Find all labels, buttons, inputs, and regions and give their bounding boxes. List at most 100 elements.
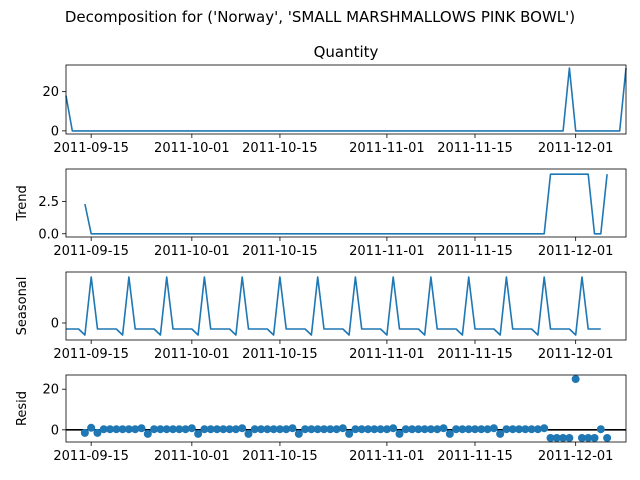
resid-point — [213, 425, 222, 434]
resid-point — [565, 433, 574, 442]
resid-point — [376, 425, 385, 434]
resid-point — [131, 425, 140, 434]
resid-point — [181, 425, 190, 434]
resid-point — [187, 424, 196, 433]
resid-point — [319, 425, 328, 434]
resid-point — [571, 375, 580, 384]
observed-xtick-label: 2011-11-01 — [349, 141, 425, 156]
resid-point — [225, 425, 234, 434]
trend-ytick-label: 2.5 — [38, 195, 59, 210]
resid-point — [540, 424, 549, 433]
trend-xtick-label: 2011-12-01 — [538, 244, 614, 259]
resid-point — [156, 425, 165, 434]
resid-point — [351, 425, 360, 434]
observed-xtick-label: 2011-11-15 — [437, 141, 513, 156]
resid-point — [401, 425, 410, 434]
seasonal-xtick-label: 2011-11-15 — [437, 347, 513, 362]
resid-point — [99, 425, 108, 434]
observed-title: Quantity — [314, 43, 379, 61]
resid-point — [118, 425, 127, 434]
resid-point — [464, 425, 473, 434]
resid-point — [489, 424, 498, 433]
resid-point — [439, 424, 448, 433]
resid-point — [87, 423, 96, 432]
resid-point — [483, 425, 492, 434]
resid-point — [137, 424, 146, 433]
resid-point — [577, 433, 586, 442]
panel-resid: 0 20 2011-09-15 2011-10-01 2011-10-15 2011-11… — [15, 374, 627, 464]
resid-point — [275, 425, 284, 434]
resid-point — [502, 425, 511, 434]
resid-point — [231, 425, 240, 434]
resid-point — [364, 425, 373, 434]
resid-point — [301, 425, 310, 434]
seasonal-series-line — [66, 276, 601, 336]
resid-point — [175, 425, 184, 434]
resid-xtick-label: 2011-09-15 — [53, 449, 129, 464]
resid-point — [508, 425, 517, 434]
resid-point — [552, 433, 561, 442]
trend-xtick-label: 2011-10-01 — [154, 244, 230, 259]
resid-point — [80, 428, 89, 437]
resid-point — [470, 425, 479, 434]
resid-axes-frame — [65, 374, 627, 443]
resid-point — [590, 433, 599, 442]
resid-point — [420, 425, 429, 434]
figure-suptitle: Decomposition for ('Norway', 'SMALL MARS… — [65, 8, 575, 26]
resid-point — [206, 425, 215, 434]
observed-xtick-label: 2011-09-15 — [53, 141, 129, 156]
resid-point — [452, 425, 461, 434]
resid-xtick-label: 2011-11-01 — [349, 449, 425, 464]
resid-point — [389, 424, 398, 433]
resid-point — [458, 425, 467, 434]
resid-point — [433, 425, 442, 434]
trend-xtick-label: 2011-10-15 — [242, 244, 318, 259]
resid-point — [219, 425, 228, 434]
resid-point — [168, 425, 177, 434]
resid-xtick-label: 2011-12-01 — [538, 449, 614, 464]
resid-xtick-label: 2011-11-15 — [437, 449, 513, 464]
seasonal-xtick-label: 2011-10-15 — [242, 347, 318, 362]
resid-point — [596, 425, 605, 434]
trend-xtick-label: 2011-09-15 — [53, 244, 129, 259]
resid-point — [414, 425, 423, 434]
resid-point — [238, 424, 247, 433]
trend-xtick-label: 2011-11-15 — [437, 244, 513, 259]
resid-point — [496, 429, 505, 438]
resid-point — [395, 429, 404, 438]
resid-point — [282, 425, 291, 434]
trend-series-line — [84, 173, 608, 235]
observed-xtick-label: 2011-10-01 — [154, 141, 230, 156]
resid-point — [370, 425, 379, 434]
resid-ylabel: Resid — [15, 391, 30, 426]
resid-point — [200, 425, 209, 434]
seasonal-xtick-label: 2011-11-01 — [349, 347, 425, 362]
resid-point — [150, 425, 159, 434]
seasonal-axes-frame — [65, 271, 627, 341]
resid-point — [112, 425, 121, 434]
panel-seasonal: 0 2011-09-15 2011-10-01 2011-10-15 2011-11-0… — [15, 271, 627, 362]
resid-point — [408, 425, 417, 434]
resid-point — [257, 425, 266, 434]
resid-point — [263, 425, 272, 434]
trend-axes-frame — [65, 168, 627, 238]
observed-axes-frame — [65, 64, 627, 135]
resid-point — [326, 425, 335, 434]
resid-point — [194, 429, 203, 438]
resid-point — [445, 429, 454, 438]
resid-point — [345, 429, 354, 438]
observed-ytick-label: 20 — [42, 85, 59, 100]
resid-point — [269, 425, 278, 434]
seasonal-ytick-label: 0 — [51, 317, 59, 332]
resid-xtick-label: 2011-10-15 — [242, 449, 318, 464]
resid-point — [357, 425, 366, 434]
resid-point — [515, 425, 524, 434]
resid-point — [533, 425, 542, 434]
resid-point — [162, 425, 171, 434]
trend-ylabel: Trend — [15, 185, 30, 222]
resid-point — [93, 428, 102, 437]
resid-point — [477, 425, 486, 434]
panel-observed: 0 20 2011-09-15 2011-10-01 2011-10-15 2011-11… — [42, 43, 627, 156]
observed-series-line — [65, 67, 627, 132]
